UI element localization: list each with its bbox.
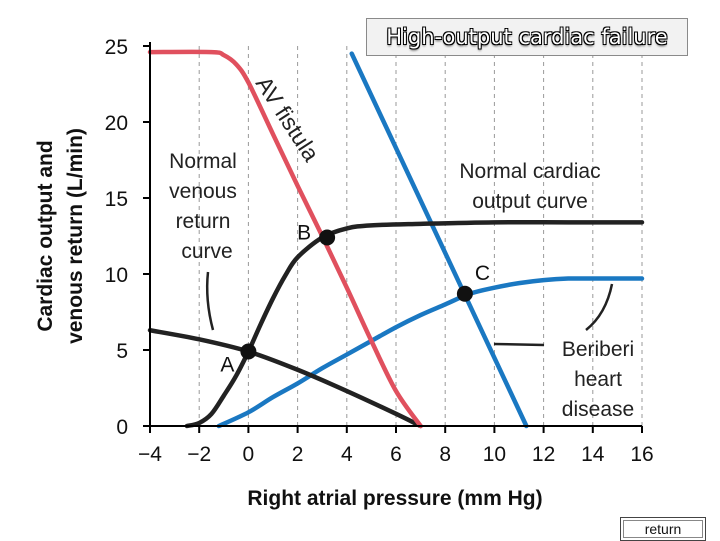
chart-points-group: A B C [220,222,490,377]
y-tick-label: 5 [116,340,128,363]
annotation-line: Beriberi [562,338,634,361]
x-tick-label: 0 [243,443,255,466]
x-tick-label: 14 [581,443,605,466]
series-av-fistula [147,49,423,429]
annotation-line: Normal cardiac [459,160,600,183]
annotation-av-fistula: AV fistula [251,72,325,166]
series-normal-venous-return-curve [147,327,423,429]
x-tick-label: 10 [483,443,506,466]
point-label-c: C [475,262,490,285]
x-tick-label: 8 [439,443,451,466]
x-tick-label: 16 [630,443,653,466]
series-normal-cardiac-output-curve [184,219,645,429]
point-c [456,285,473,302]
leader-line-beriberi-co [585,283,614,331]
annotation-line: output curve [472,190,588,213]
point-label-a: A [220,354,234,377]
chart-series-group [147,49,645,429]
slide-title-box: High-output cardiac failure [366,18,688,56]
annotation-normal-cardiac-output: Normal cardiac output curve [459,160,600,213]
y-tick-label: 10 [105,264,128,287]
annotation-normal-venous-return: Normal venous return curve [169,150,237,263]
x-tick-label: −4 [138,443,162,466]
x-tick-label: 4 [341,443,353,466]
series-beriberi-heart-disease [216,276,645,429]
y-axis-title-line-1: Cardiac output and [34,140,57,331]
leader-line-venous-return [205,271,215,331]
point-b [319,229,336,246]
y-axis-title-line-2: venous return (L/min) [64,128,87,344]
leader-line-beriberi [493,342,545,347]
annotation-beriberi: Beriberi heart disease [562,338,634,421]
y-tick-label: 0 [116,416,128,439]
annotation-line: curve [181,240,232,263]
annotation-line: heart [574,368,622,391]
x-tick-label: 6 [390,443,402,466]
chart-ticks: −4 −2 0 2 4 6 8 10 12 14 16 0 5 10 15 20 25 [105,36,654,466]
annotation-line: venous [169,180,237,203]
return-button[interactable]: return [620,517,706,541]
x-tick-label: 2 [292,443,304,466]
point-a [240,343,257,360]
series-high-venous-return-beriberi [349,51,529,429]
annotation-line: Normal [169,150,237,173]
x-axis-title: Right atrial pressure (mm Hg) [247,487,542,510]
y-tick-label: 20 [105,112,128,135]
slide-title: High-output cardiac failure [386,25,668,49]
point-label-b: B [297,222,311,245]
annotation-line: return [176,210,231,233]
y-tick-label: 25 [105,36,128,59]
x-tick-label: −2 [187,443,211,466]
annotation-line: disease [562,398,634,421]
y-tick-label: 15 [105,188,128,211]
x-tick-label: 12 [532,443,555,466]
